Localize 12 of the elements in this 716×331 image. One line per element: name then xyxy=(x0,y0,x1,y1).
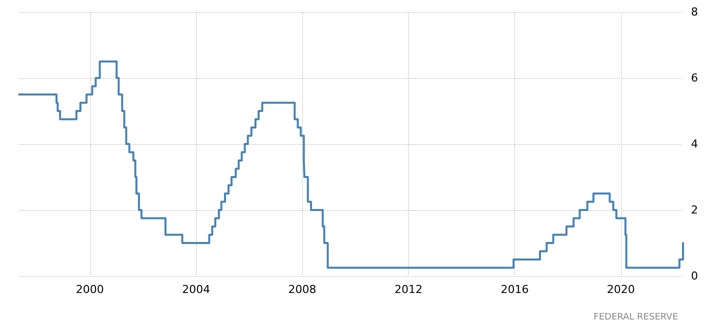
y-tick-label: 4 xyxy=(691,138,698,150)
x-tick-label: 2000 xyxy=(76,283,104,296)
y-tick-label: 6 xyxy=(691,72,698,84)
x-tick-label: 2004 xyxy=(182,283,210,296)
y-tick-label: 2 xyxy=(691,204,698,216)
y-tick-label: 0 xyxy=(691,270,698,282)
x-tick-label: 2016 xyxy=(500,283,529,296)
x-tick-label: 2012 xyxy=(394,283,422,296)
text: FEDERAL RESERVE xyxy=(594,312,678,322)
x-tick-label: 2020 xyxy=(606,283,635,296)
x-tick-label: 2008 xyxy=(288,283,316,296)
y-tick-label: 8 xyxy=(691,6,698,18)
